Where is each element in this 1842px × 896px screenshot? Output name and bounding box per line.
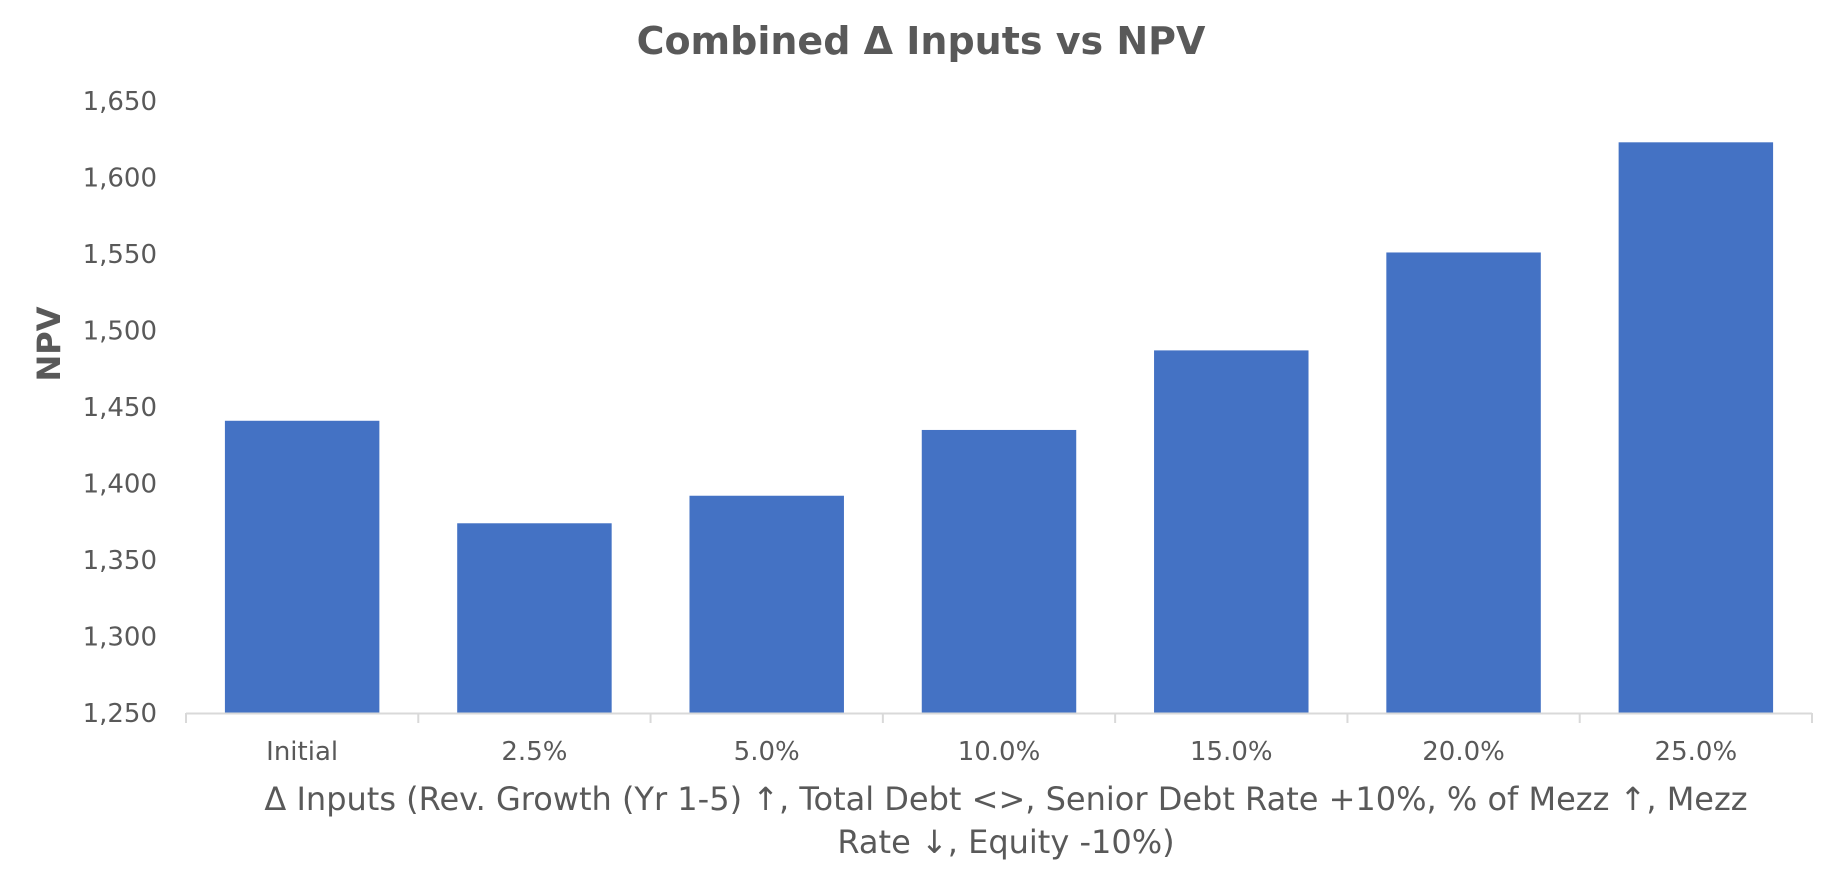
bar-25-0- (1618, 142, 1774, 713)
x-axis-title-line-2: Rate ↓, Equity -10%) (837, 823, 1174, 861)
x-tick-label: 5.0% (734, 737, 800, 767)
bar-initial (224, 420, 380, 713)
y-tick-label: 1,500 (83, 317, 157, 347)
x-tick-label: 25.0% (1655, 737, 1738, 767)
y-tick-label: 1,350 (83, 546, 157, 576)
bar-series (224, 142, 1774, 713)
y-tick-label: 1,300 (83, 623, 157, 653)
x-axis-ticks: Initial 2.5% 5.0% 10.0% 15.0% 20.0% 25.0% (266, 737, 1737, 767)
y-tick-label: 1,600 (83, 164, 157, 194)
x-axis-separators (185, 713, 1813, 723)
bar-20-0- (1386, 252, 1541, 713)
bar-5-0- (689, 495, 844, 713)
y-tick-label: 1,250 (83, 699, 157, 729)
y-tick-label: 1,400 (83, 470, 157, 500)
y-axis-title: NPV (30, 306, 68, 381)
x-axis-title-line-1: Δ Inputs (Rev. Growth (Yr 1-5) ↑, Total … (264, 780, 1747, 818)
chart-title: Combined Δ Inputs vs NPV (637, 19, 1206, 63)
x-tick-label: 10.0% (958, 737, 1041, 767)
y-tick-label: 1,550 (83, 240, 157, 270)
x-tick-label: 20.0% (1422, 737, 1505, 767)
x-tick-label: 15.0% (1190, 737, 1273, 767)
bar-2-5- (457, 523, 612, 713)
y-axis-ticks: 1,250 1,300 1,350 1,400 1,450 1,500 1,550 1,600… (83, 87, 157, 729)
bar-15-0- (1154, 350, 1309, 713)
bar-10-0- (921, 429, 1077, 713)
y-tick-label: 1,650 (83, 87, 157, 117)
x-tick-label: 2.5% (501, 737, 567, 767)
x-tick-label: Initial (266, 737, 338, 767)
y-tick-label: 1,450 (83, 393, 157, 423)
